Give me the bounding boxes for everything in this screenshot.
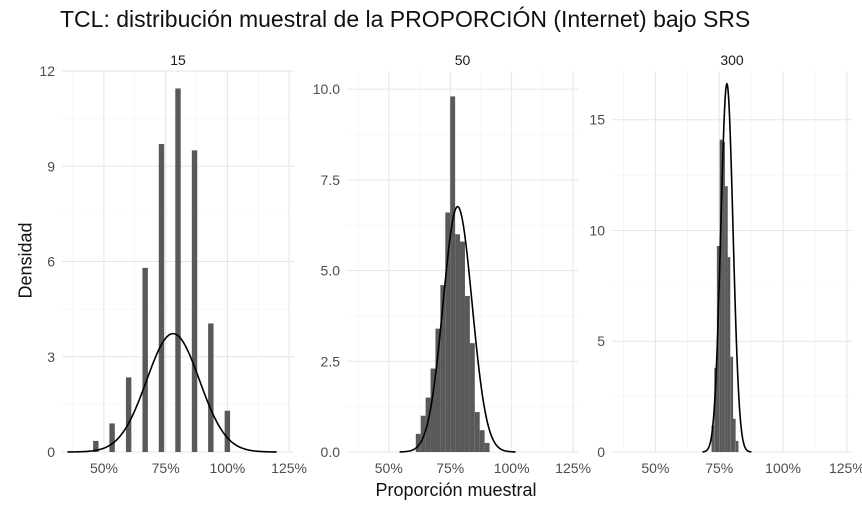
histogram-bar [158,144,165,452]
histogram-bar [125,377,132,452]
histogram-bar [208,323,214,452]
y-tick-label: 9 [47,158,55,174]
x-axis-label: Proporción muestral [375,480,537,500]
histogram-bar [716,245,720,452]
histogram-bar [714,367,717,452]
facet-label: 15 [170,52,186,68]
histogram-bar [445,212,451,452]
y-tick-label: 6 [47,254,55,270]
y-tick-label: 0.0 [321,444,341,460]
histogram-bar [191,150,198,452]
y-tick-label: 5.0 [321,263,341,279]
y-axis-label: Densidad [15,222,36,299]
y-tick-label: 3 [47,349,55,365]
y-tick-label: 7.5 [321,172,341,188]
histogram-bar [474,412,480,452]
histogram-bar [175,88,181,453]
histogram-bar [440,285,446,452]
x-tick-label: 125% [555,460,591,476]
x-tick-label: 75% [436,460,464,476]
chart-title: TCL: distribución muestral de la PROPORC… [60,6,751,32]
x-tick-label: 50% [641,460,669,476]
y-tick-label: 0 [597,444,605,460]
y-tick-label: 5 [597,333,605,349]
histogram-bar [727,257,731,452]
histogram-bar [469,343,475,452]
normal-curve [702,82,752,453]
x-tick-label: 125% [829,460,862,476]
histogram-bar [435,328,441,452]
histogram-bar [142,267,148,452]
facet-label: 50 [455,52,471,68]
histogram-bar [224,410,231,452]
y-tick-label: 10 [589,222,605,238]
normal-curve [67,332,277,453]
histogram-bar [109,423,115,452]
y-tick-label: 2.5 [321,353,341,369]
histogram-bar [719,139,723,452]
histogram-bar [732,418,736,452]
x-tick-label: 75% [705,460,733,476]
x-tick-label: 100% [494,460,530,476]
histogram-bar [711,425,715,452]
x-tick-label: 100% [765,460,801,476]
histogram-bar [725,186,728,453]
histogram-bar [430,368,436,452]
histogram-bar [484,442,490,452]
y-tick-label: 12 [39,63,55,79]
x-tick-label: 50% [90,460,118,476]
histogram-bar [722,141,725,452]
histogram-bar [735,440,739,452]
histogram-bar [479,430,485,452]
y-tick-label: 15 [589,112,605,128]
histogram-bar [93,440,99,452]
histogram-bar [730,356,734,452]
facet-label: 300 [720,52,744,68]
x-tick-label: 125% [271,460,307,476]
histogram-bar [460,241,465,452]
x-tick-label: 100% [209,460,245,476]
histogram-bar [450,96,456,453]
x-tick-label: 75% [152,460,180,476]
y-tick-label: 10.0 [313,81,340,97]
histogram-bar [425,397,431,452]
histogram-bar [455,234,461,452]
histogram-bar [415,433,421,452]
normal-curve [399,205,516,453]
x-tick-label: 50% [375,460,403,476]
y-tick-label: 0 [47,444,55,460]
histogram-bar [464,295,470,452]
histogram-bar [420,415,426,452]
